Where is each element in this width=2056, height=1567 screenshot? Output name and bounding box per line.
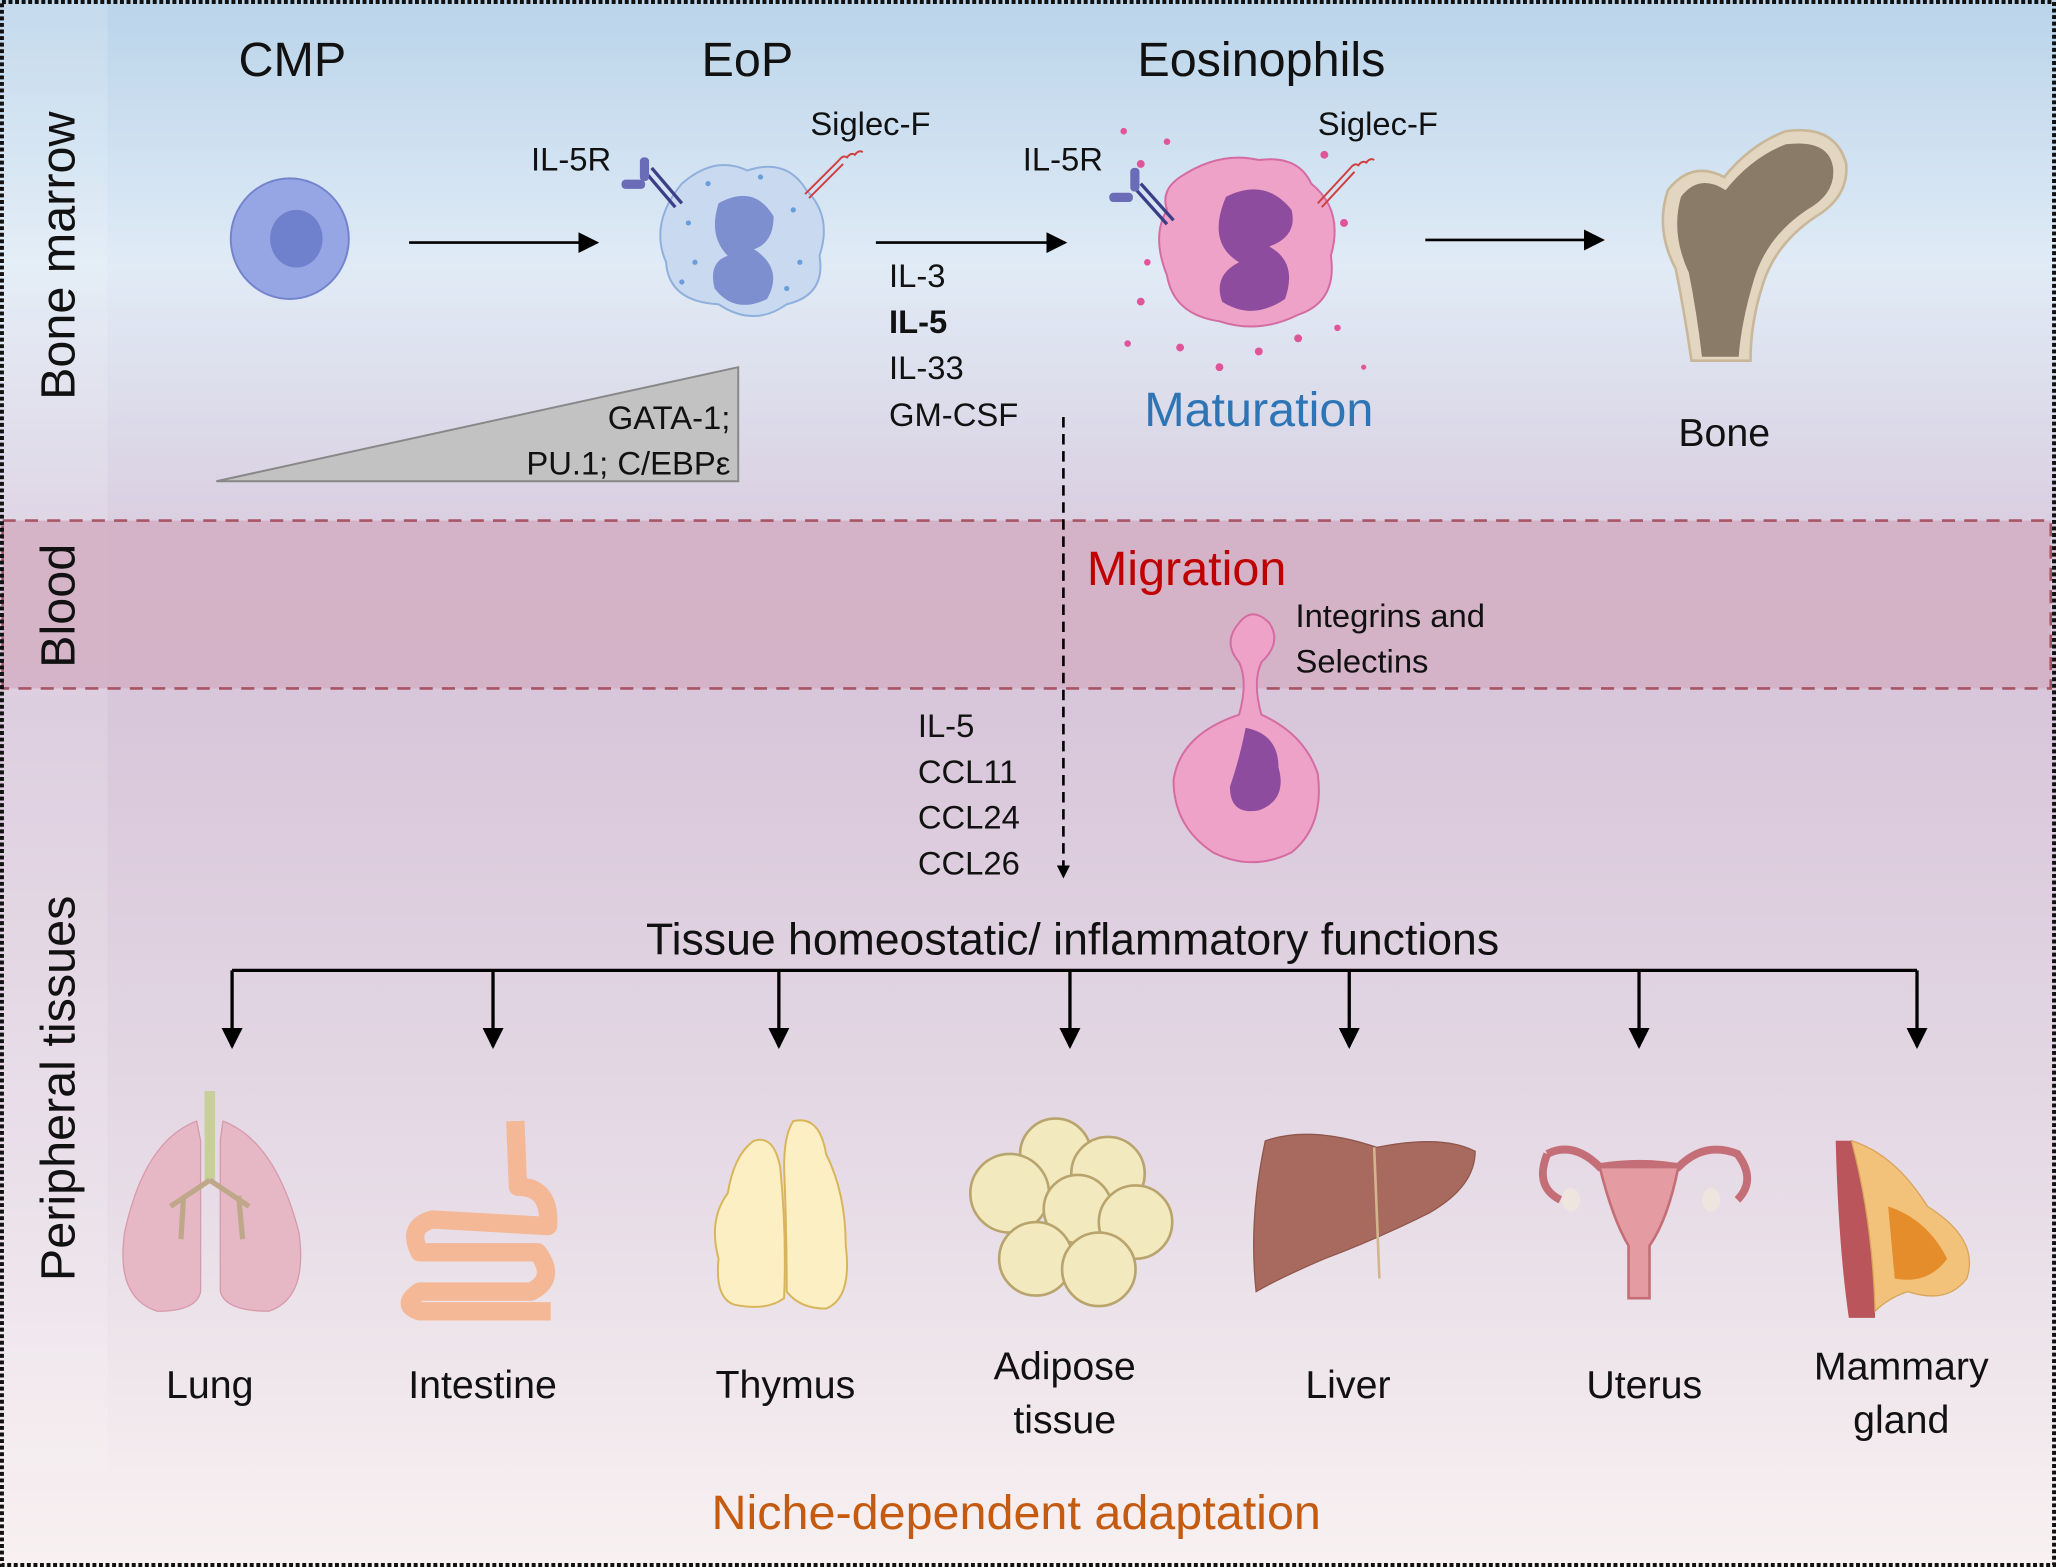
stage-title-eosinophils: Eosinophils: [1137, 33, 1385, 87]
cytokine-il3: IL-3: [889, 257, 945, 294]
cytokine-il33: IL-33: [889, 349, 964, 386]
il5r-receptor-icon: [621, 157, 684, 209]
eosinophil-cell-icon: [1120, 127, 1367, 372]
functions-title: Tissue homeostatic/ inflammatory functio…: [646, 916, 1499, 965]
adhesion-label-1: Integrins and: [1295, 597, 1484, 634]
tissue-label-intestine: Intestine: [408, 1363, 557, 1407]
migrating-eosinophil-icon: [1172, 613, 1320, 864]
tissue-label-mammary-1: Mammary: [1814, 1344, 1989, 1388]
tissue-label-liver: Liver: [1305, 1363, 1390, 1407]
blood-band: [1, 519, 2053, 690]
eop-siglecf-label: Siglec-F: [810, 105, 930, 142]
chemokine-ccl26: CCL26: [918, 845, 1020, 882]
eop-il5r-label: IL-5R: [531, 141, 611, 178]
migration-label: Migration: [1087, 542, 1286, 596]
eosinophil-il5r-receptor-icon: [1109, 167, 1175, 226]
tissue-label-mammary-2: gland: [1853, 1398, 1949, 1442]
maturation-label: Maturation: [1144, 383, 1373, 437]
intestine-icon: [400, 1120, 558, 1321]
liver-icon: [1253, 1133, 1476, 1293]
lung-icon: [122, 1090, 302, 1312]
chemokine-ccl11: CCL11: [918, 753, 1018, 790]
adipose-icon: [968, 1117, 1174, 1308]
tf-label-2: PU.1; C/EBPε: [526, 445, 730, 482]
chemokine-ccl24: CCL24: [918, 799, 1020, 836]
tissue-label-thymus: Thymus: [715, 1363, 855, 1407]
tissue-label-adipose-1: Adipose: [994, 1344, 1136, 1388]
region-label-bone-marrow: Bone marrow: [32, 111, 86, 400]
adhesion-label-2: Selectins: [1295, 643, 1428, 680]
eosinophil-siglecf-receptor-icon: [1317, 158, 1375, 208]
tissue-arrows: [221, 970, 1928, 1050]
chemokine-il5: IL-5: [918, 707, 974, 744]
uterus-icon: [1539, 1145, 1752, 1300]
region-label-peripheral: Peripheral tissues: [32, 896, 86, 1282]
stage-title-cmp: CMP: [239, 33, 347, 87]
tissue-label-uterus: Uterus: [1586, 1363, 1702, 1407]
transcription-factor-gradient: [216, 365, 740, 483]
label-column: [2, 2, 108, 1472]
bone-icon: [1661, 129, 1848, 362]
siglecf-receptor-icon: [804, 150, 864, 199]
tissue-label-adipose-2: tissue: [1013, 1398, 1116, 1442]
tf-label-1: GATA-1;: [608, 399, 731, 436]
mammary-gland-icon: [1835, 1139, 1971, 1318]
tissue-label-lung: Lung: [166, 1363, 254, 1407]
eosinophil-siglecf-label: Siglec-F: [1318, 105, 1438, 142]
region-label-blood: Blood: [32, 544, 86, 668]
eosinophil-il5r-label: IL-5R: [1023, 141, 1103, 178]
eop-cell-icon: [659, 163, 825, 317]
footer-label: Niche-dependent adaptation: [711, 1486, 1320, 1540]
cytokine-gmcsf: GM-CSF: [889, 396, 1018, 433]
bone-label: Bone: [1678, 411, 1770, 455]
thymus-icon: [713, 1119, 849, 1310]
cmp-cell-icon: [229, 177, 350, 300]
stage-title-eop: EoP: [702, 33, 794, 87]
cytokine-il5: IL-5: [889, 303, 947, 340]
